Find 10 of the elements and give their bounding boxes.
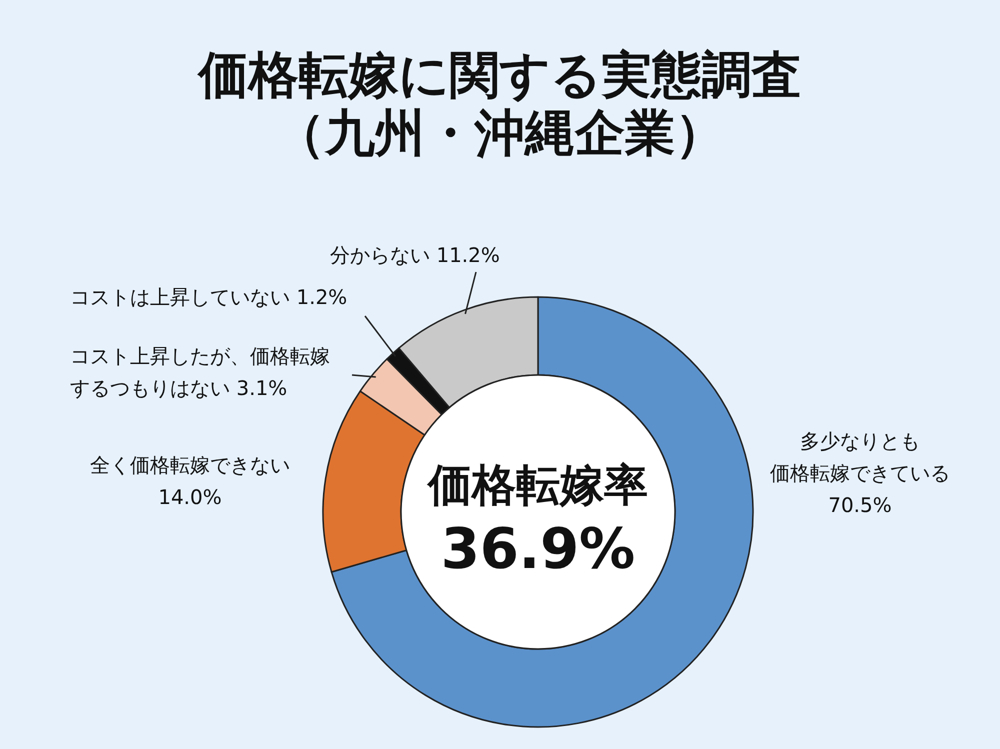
slice-label: 分からない 11.2%	[330, 243, 500, 267]
slice-label: コスト上昇したが、価格転嫁するつもりはない 3.1%	[70, 344, 330, 400]
slice-label: コストは上昇していない 1.2%	[70, 285, 348, 309]
data-label: 70.5%	[828, 493, 892, 517]
slice-label: 全く価格転嫁できない	[90, 453, 290, 477]
text: 36.9%	[440, 517, 636, 582]
data-label: 14.0%	[158, 485, 222, 509]
slice-label: 多少なりとも価格転嫁できている	[770, 429, 950, 485]
chart-title: 価格転嫁に関する実態調査（九州・沖縄企業）	[196, 46, 802, 162]
text: 価格転嫁率	[426, 460, 648, 511]
